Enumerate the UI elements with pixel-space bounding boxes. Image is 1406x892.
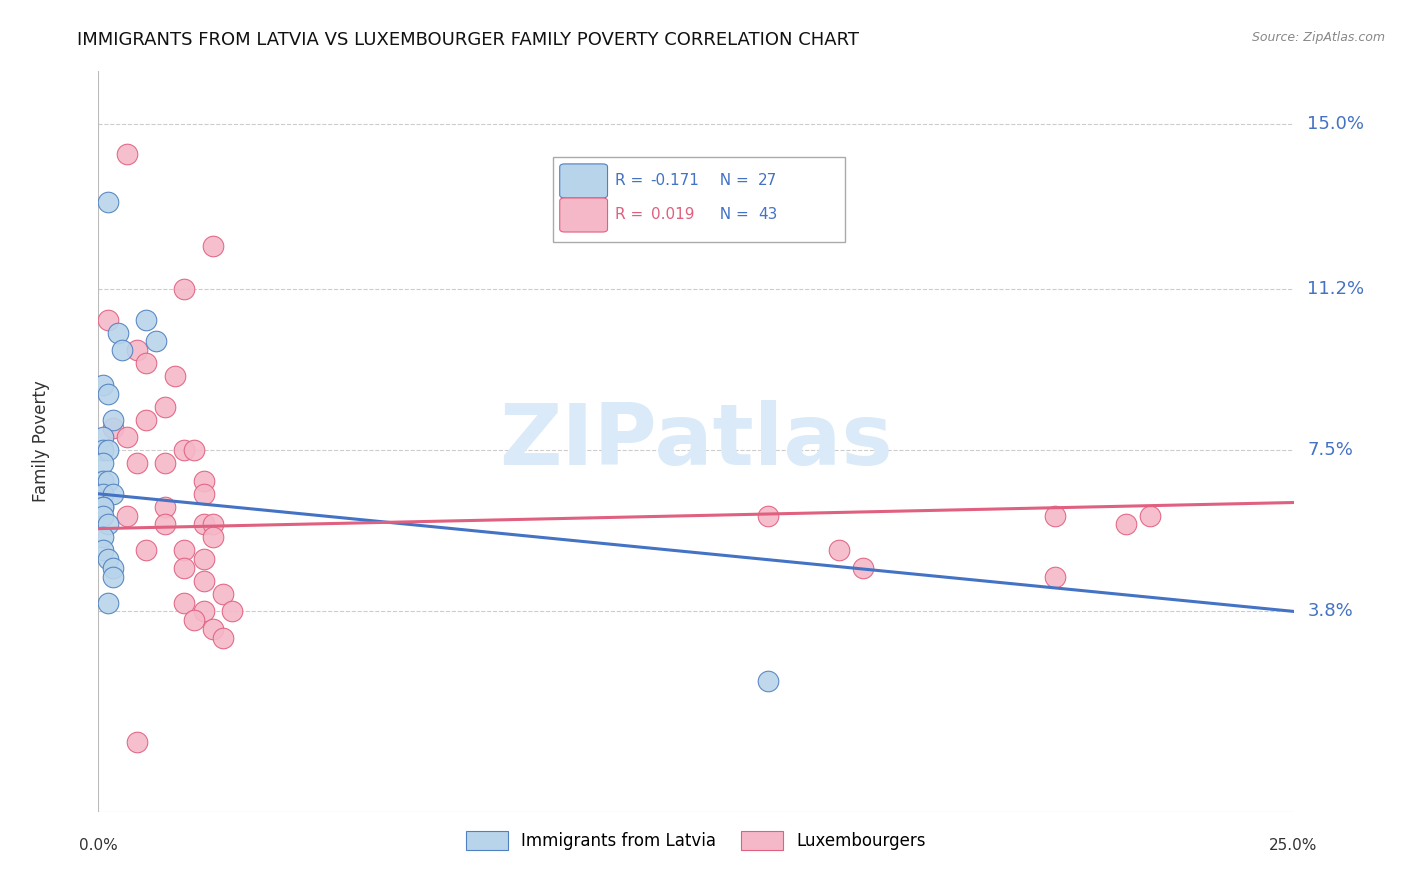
Point <box>125 456 148 470</box>
Text: 15.0%: 15.0% <box>1308 114 1364 133</box>
Point <box>97 517 120 532</box>
Point <box>173 282 195 296</box>
Point <box>145 334 167 349</box>
Point <box>173 443 195 458</box>
Point <box>91 474 114 488</box>
Text: ZIPatlas: ZIPatlas <box>499 400 893 483</box>
Point <box>155 500 177 514</box>
Text: 27: 27 <box>758 173 778 188</box>
FancyBboxPatch shape <box>560 164 607 198</box>
Text: 11.2%: 11.2% <box>1308 280 1365 298</box>
Point <box>91 500 114 514</box>
Point <box>97 443 120 458</box>
Point <box>97 552 120 566</box>
Point <box>173 543 195 558</box>
Point <box>101 421 124 435</box>
Text: IMMIGRANTS FROM LATVIA VS LUXEMBOURGER FAMILY POVERTY CORRELATION CHART: IMMIGRANTS FROM LATVIA VS LUXEMBOURGER F… <box>77 31 859 49</box>
Point <box>135 543 157 558</box>
Legend: Immigrants from Latvia, Luxembourgers: Immigrants from Latvia, Luxembourgers <box>460 824 932 856</box>
Text: R =: R = <box>614 208 648 222</box>
Text: -0.171: -0.171 <box>651 173 699 188</box>
Point <box>115 430 138 444</box>
Point <box>101 487 124 501</box>
Text: Source: ZipAtlas.com: Source: ZipAtlas.com <box>1251 31 1385 45</box>
Point <box>202 517 225 532</box>
Text: N =: N = <box>710 208 754 222</box>
Point <box>828 543 851 558</box>
Point <box>756 674 779 689</box>
FancyBboxPatch shape <box>553 156 845 242</box>
Point <box>211 631 233 645</box>
Text: R =: R = <box>614 173 648 188</box>
Point <box>101 413 124 427</box>
Point <box>193 574 215 588</box>
Point <box>211 587 233 601</box>
Point <box>111 343 134 357</box>
Point <box>101 569 124 583</box>
Point <box>135 413 157 427</box>
Text: 7.5%: 7.5% <box>1308 442 1354 459</box>
FancyBboxPatch shape <box>560 198 607 232</box>
Point <box>183 613 205 627</box>
Point <box>107 326 129 340</box>
Point <box>202 238 225 252</box>
Point <box>1043 508 1066 523</box>
Point <box>193 487 215 501</box>
Point <box>91 456 114 470</box>
Point <box>852 561 875 575</box>
Point <box>221 604 243 618</box>
Point <box>91 378 114 392</box>
Point <box>155 400 177 414</box>
Point <box>193 604 215 618</box>
Point <box>1115 517 1137 532</box>
Point <box>135 312 157 326</box>
Point <box>756 508 779 523</box>
Point <box>173 561 195 575</box>
Text: 0.019: 0.019 <box>651 208 695 222</box>
Point <box>193 517 215 532</box>
Point <box>91 500 114 514</box>
Point <box>91 487 114 501</box>
Point <box>97 312 120 326</box>
Text: 25.0%: 25.0% <box>1270 838 1317 853</box>
Point <box>91 508 114 523</box>
Point <box>125 343 148 357</box>
Point <box>193 474 215 488</box>
Point <box>173 596 195 610</box>
Point <box>1139 508 1161 523</box>
Point <box>155 517 177 532</box>
Point <box>91 530 114 544</box>
Text: 43: 43 <box>758 208 778 222</box>
Point <box>115 147 138 161</box>
Point <box>193 552 215 566</box>
Point <box>115 508 138 523</box>
Text: Family Poverty: Family Poverty <box>32 381 51 502</box>
Point <box>97 386 120 401</box>
Point <box>125 735 148 749</box>
Point <box>183 443 205 458</box>
Point <box>155 456 177 470</box>
Point <box>1043 569 1066 583</box>
Point <box>101 561 124 575</box>
Point <box>135 356 157 370</box>
Point <box>91 443 114 458</box>
Point <box>91 430 114 444</box>
Point <box>97 596 120 610</box>
Text: 3.8%: 3.8% <box>1308 602 1353 621</box>
Point <box>91 543 114 558</box>
Text: N =: N = <box>710 173 754 188</box>
Point <box>163 369 186 384</box>
Point <box>202 622 225 636</box>
Point <box>97 474 120 488</box>
Text: 0.0%: 0.0% <box>79 838 118 853</box>
Point <box>202 530 225 544</box>
Point <box>97 194 120 209</box>
